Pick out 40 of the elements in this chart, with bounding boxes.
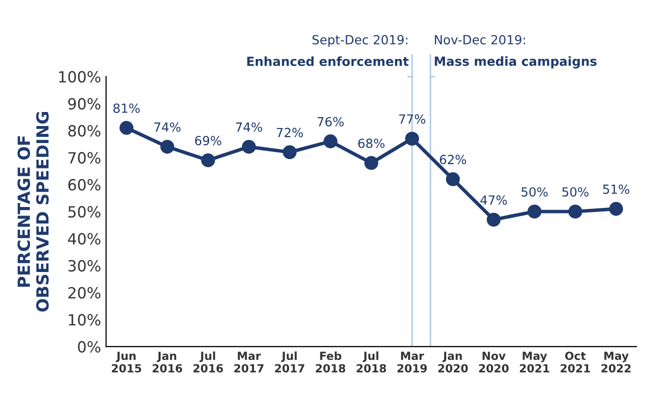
data-label: 76% — [318, 116, 344, 126]
y-tick-label: 30% — [68, 260, 100, 272]
y-tick-label: 90% — [68, 98, 100, 110]
x-tick-label: Jul 2016 — [193, 351, 223, 372]
x-tick-label: Feb 2018 — [316, 351, 346, 372]
y-tick-label: 50% — [68, 206, 100, 218]
data-label: 69% — [195, 136, 222, 146]
y-tick-label: 60% — [68, 179, 100, 191]
y-tick-label: 40% — [68, 233, 100, 245]
data-label: 68% — [358, 138, 384, 148]
data-label: 74% — [236, 122, 262, 132]
data-label: 47% — [480, 195, 507, 205]
data-label: 50% — [562, 187, 588, 197]
x-tick-label: Mar 2017 — [234, 352, 264, 372]
data-label: 62% — [440, 154, 466, 164]
y-tick-label: 80% — [68, 125, 100, 137]
y-axis-title: PERCENTAGE OF OBSERVED SPEEDING — [17, 112, 49, 312]
x-tick-label: Jul 2017 — [275, 351, 304, 372]
x-tick-label: Oct 2021 — [560, 352, 590, 372]
data-label: 50% — [522, 187, 548, 197]
y-tick-label: 70% — [68, 152, 100, 164]
x-tick-label: May 2022 — [601, 352, 631, 372]
data-label: 77% — [399, 114, 426, 124]
x-tick-label: Jun 2015 — [112, 352, 142, 372]
data-label: 81% — [113, 103, 140, 113]
x-tick-label: Jul 2018 — [356, 351, 386, 372]
ref-line-label: Sept-Dec 2019: Enhanced enforcement — [247, 34, 409, 66]
x-tick-label: Mar 2019 — [397, 352, 427, 372]
y-tick-label: 0% — [78, 341, 100, 353]
data-label: 72% — [276, 128, 303, 138]
y-tick-label: 20% — [68, 287, 100, 299]
data-label: 74% — [154, 122, 180, 132]
x-tick-label: Jan 2016 — [152, 352, 182, 372]
y-tick-label: 10% — [68, 314, 100, 326]
x-tick-label: Nov 2020 — [479, 352, 509, 372]
data-label: 51% — [603, 184, 630, 194]
x-tick-label: May 2021 — [520, 352, 550, 372]
x-tick-label: Jan 2020 — [438, 352, 468, 372]
text: Nov-Dec 2019: Mass media campaigns — [434, 34, 597, 68]
y-tick-label: 100% — [59, 71, 100, 83]
